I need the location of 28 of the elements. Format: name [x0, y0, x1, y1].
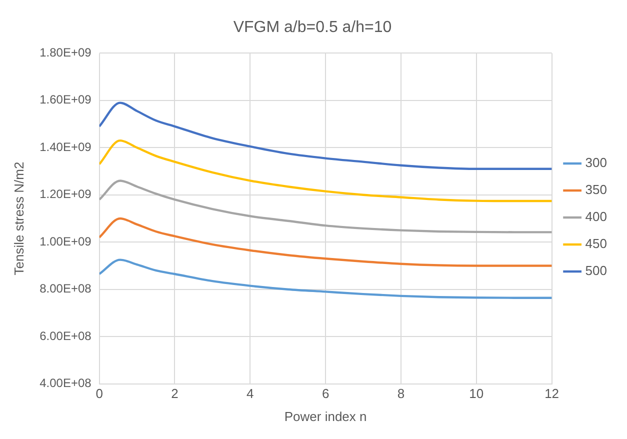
x-tick-label: 10: [469, 386, 484, 402]
chart-title: VFGM a/b=0.5 a/h=10: [233, 19, 392, 36]
x-tick-label: 6: [322, 386, 330, 402]
x-tick-label: 8: [397, 386, 405, 402]
x-tick-label: 0: [96, 386, 103, 402]
x-tick-label: 2: [171, 386, 178, 402]
legend-label: 450: [585, 236, 608, 252]
legend-label: 400: [585, 209, 608, 224]
line-series: [99, 139, 552, 202]
y-tick-label: 1.00E+09: [40, 234, 92, 248]
x-tick-label: 12: [544, 386, 560, 402]
line-series: [99, 258, 552, 299]
y-tick-label: 6.00E+08: [40, 328, 92, 343]
x-axis-title: Power index n: [284, 408, 367, 424]
y-tick-label: 1.40E+09: [40, 140, 92, 154]
legend-label: 500: [585, 263, 608, 278]
y-tick-label: 1.20E+09: [40, 187, 92, 202]
legend-label: 350: [585, 182, 608, 198]
y-tick-label: 1.80E+09: [40, 46, 92, 60]
line-series: [99, 102, 552, 170]
y-axis-title: Tensile stress N/m2: [11, 162, 26, 276]
y-tick-label: 8.00E+08: [40, 282, 92, 296]
y-tick-label: 4.00E+08: [40, 376, 92, 390]
x-tick-label: 4: [246, 386, 254, 402]
line-series: [99, 217, 552, 267]
line-series: [99, 180, 552, 234]
y-tick-label: 1.60E+09: [40, 92, 92, 107]
legend-label: 300: [585, 155, 608, 170]
